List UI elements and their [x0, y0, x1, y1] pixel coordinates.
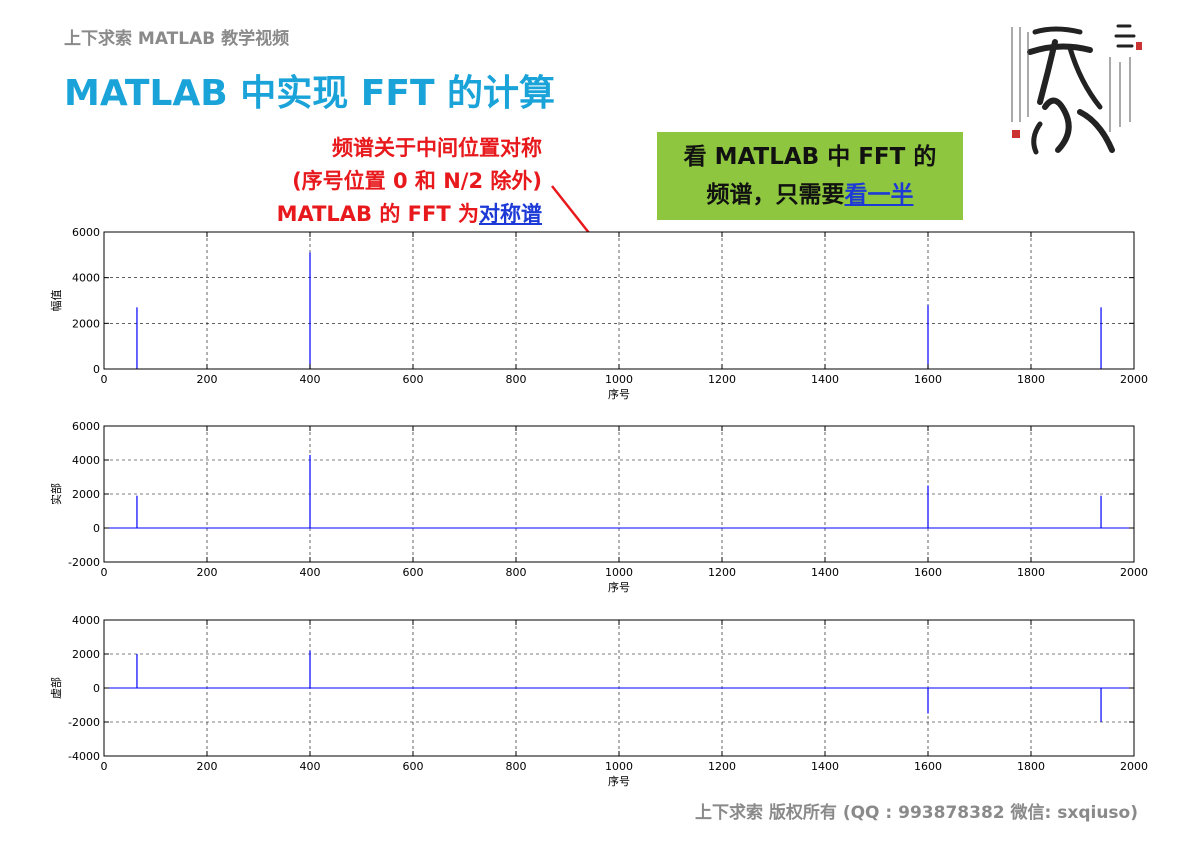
x-tick-label: 1800	[1017, 373, 1045, 386]
y-tick-label: 6000	[72, 420, 100, 433]
y-tick-label: 0	[93, 522, 100, 535]
x-tick-label: 1200	[708, 760, 736, 773]
x-axis-label: 序号	[608, 580, 630, 594]
x-tick-label: 1600	[914, 373, 942, 386]
x-tick-label: 1400	[811, 760, 839, 773]
y-tick-label: -4000	[68, 750, 100, 763]
x-tick-label: 1000	[605, 566, 633, 579]
x-axis-label: 序号	[608, 387, 630, 401]
x-tick-label: 800	[506, 373, 527, 386]
y-tick-label: 6000	[72, 226, 100, 239]
symmetry-note: 频谱关于中间位置对称 (序号位置 0 和 N/2 除外) MATLAB 的 FF…	[228, 132, 542, 231]
x-tick-label: 400	[300, 566, 321, 579]
y-axis-label: 幅值	[50, 290, 63, 312]
y-axis-label: 虚部	[49, 677, 63, 699]
x-tick-label: 600	[403, 566, 424, 579]
x-tick-label: 400	[300, 373, 321, 386]
x-tick-label: 1400	[811, 566, 839, 579]
symmetry-note-prefix: MATLAB 的 FFT 为	[276, 202, 479, 226]
x-tick-label: 0	[101, 373, 108, 386]
x-tick-label: 0	[101, 760, 108, 773]
y-tick-label: 0	[93, 363, 100, 376]
x-tick-label: 1600	[914, 760, 942, 773]
x-tick-label: 1800	[1017, 566, 1045, 579]
x-tick-label: 2000	[1120, 566, 1148, 579]
x-tick-label: 600	[403, 760, 424, 773]
y-tick-label: 2000	[72, 317, 100, 330]
x-tick-label: 200	[197, 373, 218, 386]
x-tick-label: 1200	[708, 566, 736, 579]
y-tick-label: 2000	[72, 488, 100, 501]
x-tick-label: 1800	[1017, 760, 1045, 773]
x-tick-label: 1000	[605, 760, 633, 773]
x-axis-label: 序号	[608, 774, 630, 788]
x-tick-label: 400	[300, 760, 321, 773]
copyright-footer: 上下求索 版权所有 (QQ : 993878382 微信: sxqiuso)	[695, 803, 1138, 823]
y-tick-label: 4000	[72, 272, 100, 285]
y-tick-label: 2000	[72, 648, 100, 661]
x-tick-label: 800	[506, 760, 527, 773]
x-tick-label: 1200	[708, 373, 736, 386]
symmetry-note-line1: 频谱关于中间位置对称	[332, 136, 542, 160]
y-axis-label: 实部	[49, 483, 63, 505]
y-tick-label: 4000	[72, 454, 100, 467]
x-tick-label: 200	[197, 760, 218, 773]
x-tick-label: 1600	[914, 566, 942, 579]
x-tick-label: 1000	[605, 373, 633, 386]
course-header: 上下求索 MATLAB 教学视频	[64, 29, 290, 49]
y-tick-label: -2000	[68, 556, 100, 569]
half-spectrum-note-line2: 频谱，只需要看一半	[657, 176, 963, 214]
x-tick-label: 600	[403, 373, 424, 386]
charts-root: 0 200 400 600 800 1000 1200 1400 1600 1800 2000020…	[49, 226, 1148, 788]
x-tick-label: 1400	[811, 373, 839, 386]
chart-3: 0 200 400 600 800 1000 1200 1400 1600 1800 2000 -40…	[49, 614, 1148, 788]
x-tick-label: 200	[197, 566, 218, 579]
half-spectrum-note-line1: 看 MATLAB 中 FFT 的	[683, 144, 937, 170]
symmetric-spectrum-link[interactable]: 对称谱	[479, 202, 542, 226]
symmetry-note-line3: MATLAB 的 FFT 为对称谱	[228, 198, 542, 231]
x-tick-label: 2000	[1120, 760, 1148, 773]
slide-title: MATLAB 中实现 FFT 的计算	[64, 73, 556, 114]
y-tick-label: 4000	[72, 614, 100, 627]
chart-1: 0 200 400 600 800 1000 1200 1400 1600 1800 2000 0 20…	[50, 226, 1148, 401]
calligraphy-seal-logo	[1000, 12, 1150, 162]
x-tick-label: 2000	[1120, 373, 1148, 386]
y-tick-label: -2000	[68, 716, 100, 729]
look-half-link[interactable]: 看一半	[844, 182, 914, 208]
chart-2: 0 200 400 600 800 1000 1200 1400 1600 1800 2000 -20…	[49, 420, 1148, 594]
y-tick-label: 0	[93, 682, 100, 695]
x-tick-label: 800	[506, 566, 527, 579]
half-spectrum-note: 看 MATLAB 中 FFT 的 频谱，只需要看一半	[657, 132, 963, 220]
symmetry-note-line2: (序号位置 0 和 N/2 除外)	[292, 169, 542, 193]
x-tick-label: 0	[101, 566, 108, 579]
half-spectrum-note-prefix: 频谱，只需要	[706, 182, 845, 208]
